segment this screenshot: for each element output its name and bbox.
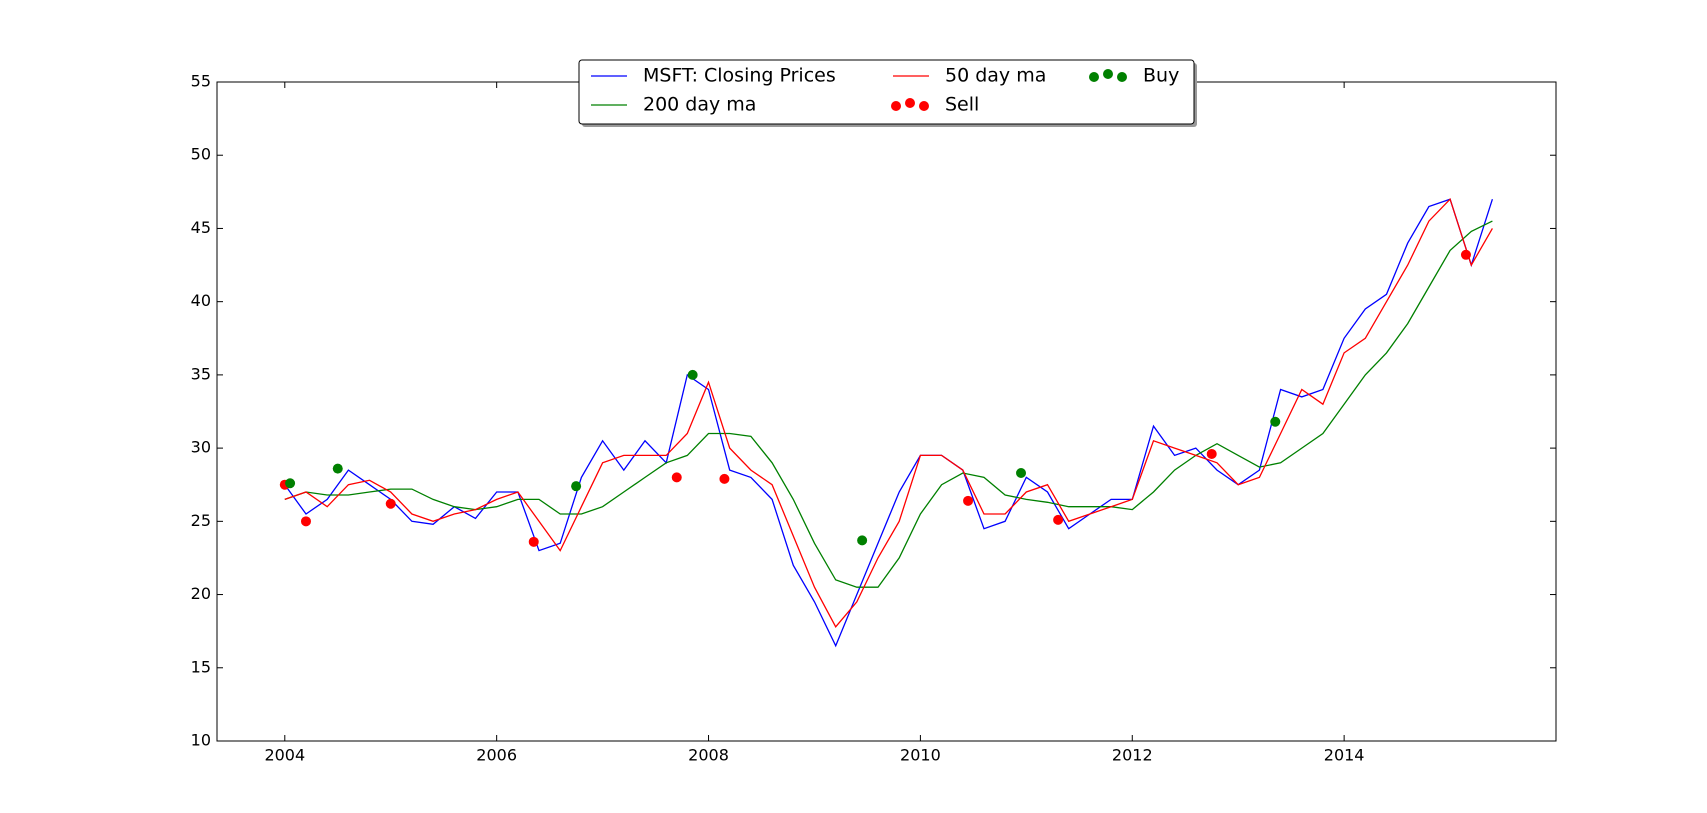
signal-point <box>571 481 582 492</box>
signal-point <box>857 535 868 546</box>
legend-label: 200 day ma <box>643 94 756 116</box>
legend-swatch <box>905 98 915 108</box>
signal-point <box>1460 249 1471 260</box>
y-tick-label: 25 <box>191 511 211 530</box>
y-tick-label: 55 <box>191 72 211 91</box>
legend-swatch <box>1089 72 1099 82</box>
x-tick-label: 2010 <box>900 746 941 765</box>
legend-swatch <box>1103 69 1113 79</box>
x-tick-label: 2008 <box>688 746 729 765</box>
x-tick-label: 2004 <box>264 746 305 765</box>
y-tick-label: 30 <box>191 438 211 457</box>
signal-point <box>963 495 974 506</box>
legend-label: Buy <box>1143 65 1179 87</box>
y-tick-label: 45 <box>191 218 211 237</box>
series-line <box>284 220 1493 588</box>
legend-label: MSFT: Closing Prices <box>643 65 836 87</box>
signal-point <box>1206 448 1217 459</box>
x-tick-label: 2014 <box>1324 746 1365 765</box>
legend-label: 50 day ma <box>945 65 1046 87</box>
y-tick-label: 15 <box>191 657 211 676</box>
signal-point <box>300 516 311 527</box>
x-tick-label: 2012 <box>1112 746 1153 765</box>
legend: MSFT: Closing Prices 200 day ma 50 day ma S… <box>578 59 1197 127</box>
signal-point <box>385 498 396 509</box>
signal-point <box>285 478 296 489</box>
x-tick-label: 2006 <box>476 746 517 765</box>
legend-label: Sell <box>945 94 979 116</box>
legend-box <box>578 59 1195 125</box>
y-tick-label: 10 <box>191 731 211 750</box>
signal-point <box>528 536 539 547</box>
plot-area <box>217 82 1556 741</box>
signal-point <box>687 369 698 380</box>
signal-point <box>671 472 682 483</box>
y-tick-label: 40 <box>191 291 211 310</box>
signal-point <box>719 473 730 484</box>
signal-point <box>1270 416 1281 427</box>
legend-swatch <box>1117 72 1127 82</box>
y-tick-label: 35 <box>191 364 211 383</box>
y-tick-label: 50 <box>191 145 211 164</box>
legend-swatch <box>891 101 901 111</box>
signal-point <box>332 463 343 474</box>
signal-point <box>1016 468 1027 479</box>
legend-swatch <box>919 101 929 111</box>
series-line <box>284 197 1493 628</box>
signal-point <box>1053 514 1064 525</box>
y-tick-label: 20 <box>191 584 211 603</box>
